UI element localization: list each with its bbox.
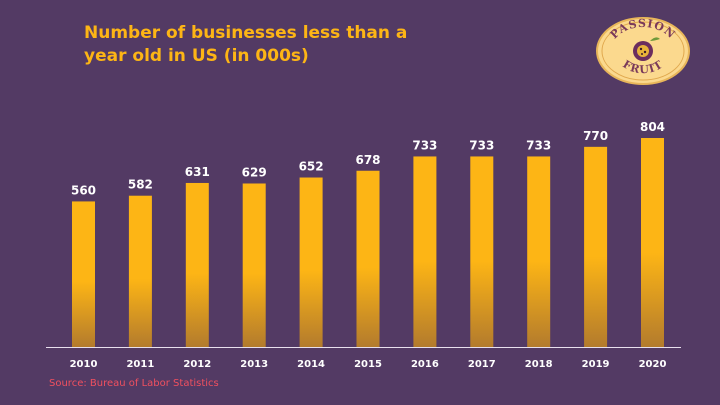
data-label-2014: 652 [299,160,324,174]
bar-2011 [128,195,152,347]
bar-2020 [641,138,664,347]
x-tick-2011: 2011 [126,359,154,370]
data-label-2019: 770 [583,129,608,143]
svg-text:FRUIT: FRUIT [620,58,665,77]
bar-2010 [72,201,95,347]
x-tick-2018: 2018 [525,359,553,370]
source-note: Source: Bureau of Labor Statistics [49,378,219,389]
data-label-2013: 629 [242,165,267,179]
x-tick-2013: 2013 [240,359,268,370]
bar-2019 [584,146,608,347]
data-label-2018: 733 [526,138,551,152]
data-label-2012: 631 [185,165,210,179]
x-tick-2017: 2017 [468,359,496,370]
data-label-2010: 560 [71,183,96,197]
bar-2016 [413,156,437,347]
data-label-2015: 678 [355,153,380,167]
logo-text-bottom: FRUIT [620,58,664,77]
x-tick-2015: 2015 [354,359,382,370]
x-tick-2014: 2014 [297,359,325,370]
bar-2017 [470,156,494,347]
data-label-2011: 582 [128,178,153,192]
bar-2013 [242,183,266,347]
data-label-2017: 733 [469,138,494,152]
x-tick-2020: 2020 [639,359,667,370]
x-tick-2019: 2019 [582,359,610,370]
x-tick-2016: 2016 [411,359,439,370]
bar-2014 [299,177,323,347]
passion-fruit-logo: PASSION FRUIT [596,17,690,85]
bar-2012 [185,182,209,347]
bar-2018 [527,156,551,347]
x-tick-2010: 2010 [70,359,98,370]
chart-title: Number of businesses less than a year ol… [84,23,408,66]
data-label-2016: 733 [412,138,437,152]
x-tick-2012: 2012 [183,359,211,370]
bar-2015 [356,170,380,347]
data-label-2020: 804 [640,120,665,134]
